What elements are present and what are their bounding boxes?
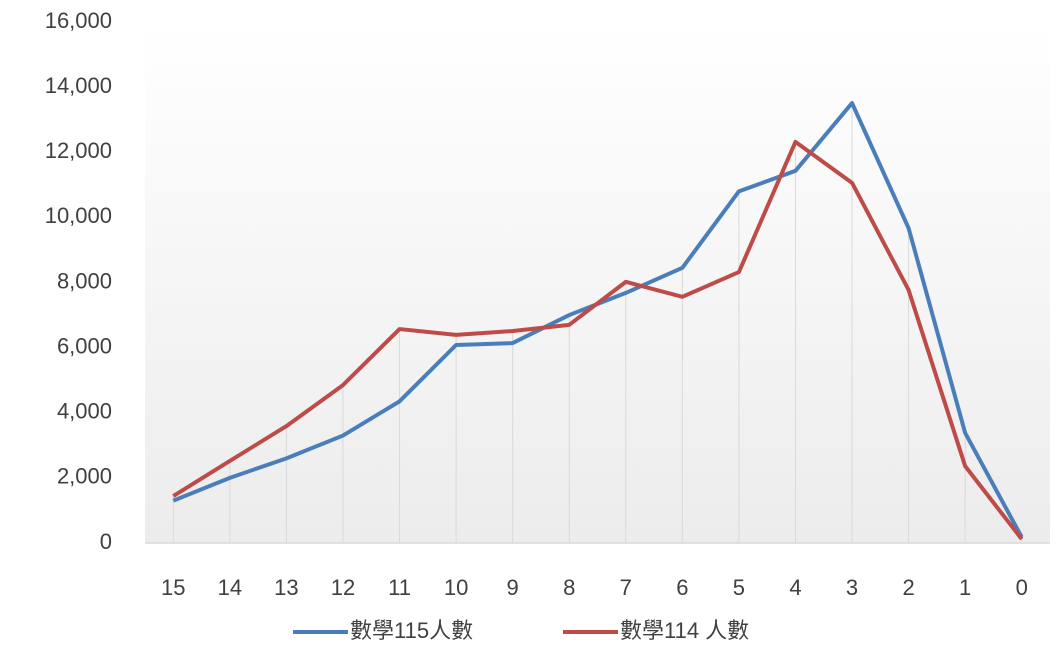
y-tick-label: 4,000 bbox=[57, 399, 112, 424]
x-tick-label: 4 bbox=[789, 575, 801, 600]
x-tick-label: 2 bbox=[902, 575, 914, 600]
x-tick-label: 11 bbox=[388, 575, 411, 600]
x-tick-label: 1 bbox=[959, 575, 971, 600]
plot-area bbox=[145, 22, 1050, 543]
x-tick-label: 9 bbox=[507, 575, 519, 600]
y-tick-label: 2,000 bbox=[57, 464, 112, 489]
x-tick-label: 3 bbox=[846, 575, 858, 600]
x-tick-label: 7 bbox=[620, 575, 632, 600]
y-tick-label: 12,000 bbox=[45, 138, 112, 163]
y-tick-label: 8,000 bbox=[57, 268, 112, 293]
y-tick-label: 16,000 bbox=[45, 8, 112, 33]
x-tick-label: 8 bbox=[563, 575, 575, 600]
legend-label: 數學114 人數 bbox=[620, 618, 749, 643]
series-line bbox=[172, 139, 1024, 541]
x-tick-label: 14 bbox=[218, 575, 242, 600]
y-tick-label: 0 bbox=[100, 529, 112, 554]
legend-label: 數學115人數 bbox=[350, 618, 473, 643]
y-tick-label: 10,000 bbox=[45, 203, 112, 228]
x-tick-label: 5 bbox=[733, 575, 745, 600]
x-tick-label: 13 bbox=[274, 575, 298, 600]
x-tick-label: 15 bbox=[161, 575, 185, 600]
x-tick-label: 10 bbox=[444, 575, 468, 600]
x-tick-label: 0 bbox=[1016, 575, 1028, 600]
x-tick-label: 12 bbox=[331, 575, 355, 600]
y-tick-label: 14,000 bbox=[45, 73, 112, 98]
y-tick-label: 6,000 bbox=[57, 333, 112, 358]
x-tick-label: 6 bbox=[676, 575, 688, 600]
